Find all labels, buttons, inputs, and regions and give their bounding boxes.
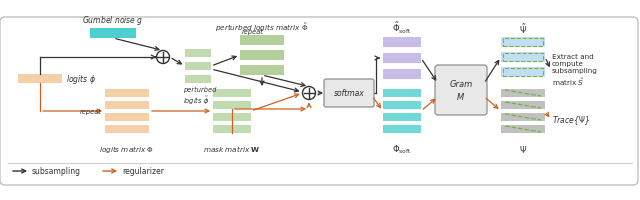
FancyBboxPatch shape [185, 76, 211, 84]
FancyBboxPatch shape [501, 101, 545, 109]
Text: perturbed
logits $\tilde{\phi}$: perturbed logits $\tilde{\phi}$ [183, 87, 216, 107]
Text: repeat: repeat [80, 108, 102, 114]
FancyBboxPatch shape [213, 101, 251, 109]
FancyBboxPatch shape [105, 113, 149, 121]
Text: Gumbel noise $\mathit{g}$: Gumbel noise $\mathit{g}$ [83, 14, 144, 27]
Text: logits $\phi$: logits $\phi$ [66, 73, 96, 86]
FancyBboxPatch shape [326, 82, 372, 105]
FancyBboxPatch shape [240, 36, 284, 46]
Text: regularizer: regularizer [122, 167, 164, 176]
Text: $\tilde{\Phi}_{\mathrm{soft}}$: $\tilde{\Phi}_{\mathrm{soft}}$ [392, 21, 412, 36]
FancyBboxPatch shape [105, 101, 149, 109]
FancyBboxPatch shape [213, 125, 251, 133]
FancyBboxPatch shape [240, 51, 284, 61]
FancyBboxPatch shape [213, 90, 251, 98]
FancyBboxPatch shape [324, 80, 374, 107]
FancyBboxPatch shape [383, 90, 421, 98]
FancyBboxPatch shape [383, 38, 421, 48]
FancyBboxPatch shape [501, 68, 545, 78]
FancyBboxPatch shape [501, 125, 545, 133]
FancyBboxPatch shape [18, 75, 62, 84]
FancyBboxPatch shape [501, 113, 545, 121]
FancyBboxPatch shape [105, 90, 149, 98]
Text: $\Psi$: $\Psi$ [519, 143, 527, 154]
FancyBboxPatch shape [105, 125, 149, 133]
Text: repeat: repeat [242, 29, 264, 35]
FancyBboxPatch shape [383, 70, 421, 80]
Text: mask matrix $\mathbf{W}$: mask matrix $\mathbf{W}$ [204, 143, 260, 153]
FancyBboxPatch shape [501, 90, 545, 98]
Text: Trace{$\Psi$}: Trace{$\Psi$} [552, 114, 590, 127]
Text: $\Phi_{\mathrm{soft}}$: $\Phi_{\mathrm{soft}}$ [392, 143, 412, 156]
FancyBboxPatch shape [185, 63, 211, 71]
FancyBboxPatch shape [240, 66, 284, 76]
FancyBboxPatch shape [90, 29, 136, 39]
FancyBboxPatch shape [383, 54, 421, 64]
Text: subsampling: subsampling [32, 167, 81, 176]
FancyBboxPatch shape [435, 66, 487, 115]
Text: $\tilde{\Psi}$: $\tilde{\Psi}$ [519, 22, 527, 36]
FancyBboxPatch shape [383, 125, 421, 133]
FancyBboxPatch shape [383, 113, 421, 121]
Text: softmax: softmax [333, 89, 364, 98]
FancyBboxPatch shape [383, 101, 421, 109]
Text: perturbed logits matrix $\tilde{\Phi}$: perturbed logits matrix $\tilde{\Phi}$ [215, 22, 309, 34]
FancyBboxPatch shape [185, 50, 211, 58]
FancyBboxPatch shape [501, 53, 545, 63]
FancyBboxPatch shape [0, 18, 638, 185]
FancyBboxPatch shape [213, 113, 251, 121]
Text: Gram
$M$: Gram $M$ [449, 80, 472, 101]
FancyBboxPatch shape [501, 38, 545, 48]
Text: Extract and
compute
subsampling
matrix $\hat{S}$: Extract and compute subsampling matrix $… [552, 54, 598, 87]
Text: logits matrix $\Phi$: logits matrix $\Phi$ [99, 143, 155, 154]
